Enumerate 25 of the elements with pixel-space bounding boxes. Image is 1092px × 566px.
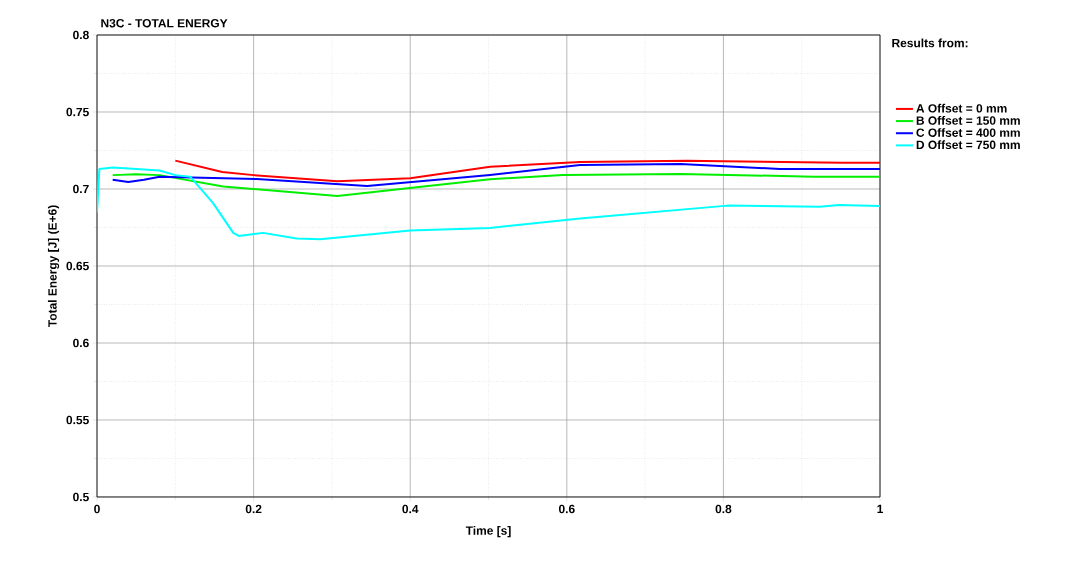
x-tick-label: 0.2: [245, 504, 262, 514]
line-series: [174, 159, 881, 183]
y-tick-label: 0.8: [73, 30, 89, 40]
x-tick-label: 0: [94, 504, 100, 514]
x-tick-label: 0.6: [558, 504, 575, 514]
x-tick-label: 0.4: [402, 504, 419, 514]
line-series: [111, 172, 881, 197]
y-tick-label: 0.5: [73, 492, 89, 502]
y-tick-label: 0.75: [66, 107, 89, 117]
y-tick-label: 0.6: [73, 338, 89, 348]
x-tick-label: 0.8: [715, 504, 732, 514]
y-axis-title: Total Energy [J] (E+6): [47, 205, 60, 328]
legend-title: Results from:: [892, 38, 968, 48]
legend-label: C Offset = 400 mm: [916, 128, 1020, 137]
y-tick-label: 0.55: [66, 415, 89, 425]
chart-title: N3C - TOTAL ENERGY: [101, 19, 228, 28]
line-series: [97, 166, 881, 241]
y-tick-label: 0.65: [66, 261, 89, 271]
legend-label: D Offset = 750 mm: [916, 140, 1020, 150]
y-tick-label: 0.7: [73, 184, 89, 194]
x-tick-label: 1: [877, 504, 883, 513]
legend-label: A Offset = 0 mm: [916, 103, 1007, 113]
x-axis-title: Time [s]: [465, 526, 511, 538]
line-series: [111, 162, 881, 187]
legend-label: B Offset = 150 mm: [916, 116, 1020, 125]
